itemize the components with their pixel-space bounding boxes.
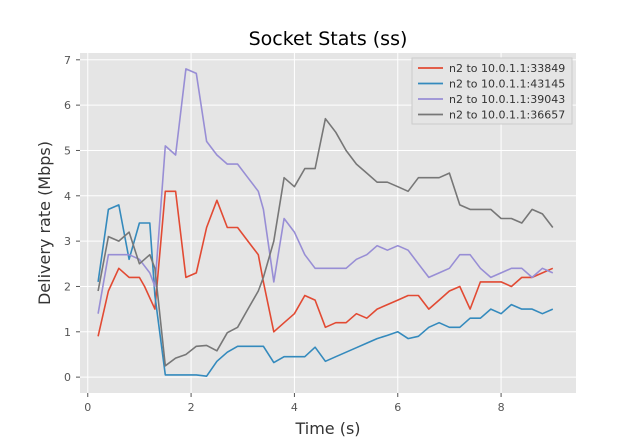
series-line-1 [97, 190, 554, 337]
x-tick-label: 6 [394, 401, 401, 414]
x-axis-label: Time (s) [294, 419, 360, 438]
y-tick-label: 2 [64, 280, 71, 293]
legend-label-3: n2 to 10.0.1.1:39043 [449, 93, 565, 106]
x-tick-label: 2 [188, 401, 195, 414]
legend-label-2: n2 to 10.0.1.1:43145 [449, 78, 565, 91]
x-tick-label: 8 [498, 401, 505, 414]
x-tick-label: 4 [291, 401, 298, 414]
y-tick-label: 3 [64, 235, 71, 248]
chart-title: Socket Stats (ss) [249, 28, 408, 50]
grid-lines [80, 53, 576, 393]
y-tick-label: 6 [64, 99, 71, 112]
y-tick-label: 1 [64, 326, 71, 339]
y-tick-label: 0 [64, 371, 71, 384]
x-axis-ticks: 0 2 4 6 8 [84, 393, 505, 414]
legend-box [411, 57, 573, 125]
y-axis-label: Delivery rate (Mbps) [35, 141, 54, 305]
legend-label-1: n2 to 10.0.1.1:33849 [449, 62, 565, 75]
y-tick-label: 5 [64, 144, 71, 157]
series-line-2 [97, 204, 554, 378]
y-tick-label: 4 [64, 190, 71, 203]
series-lines [97, 68, 554, 378]
legend: n2 to 10.0.1.1:33849 n2 to 10.0.1.1:43145… [411, 57, 573, 125]
legend-label-4: n2 to 10.0.1.1:36657 [449, 109, 565, 122]
series-line-4 [97, 117, 554, 367]
y-tick-label: 7 [64, 54, 71, 67]
x-tick-label: 0 [84, 401, 91, 414]
series-line-3 [97, 68, 554, 314]
y-axis-ticks: 0 1 2 3 4 5 6 7 [64, 54, 80, 384]
